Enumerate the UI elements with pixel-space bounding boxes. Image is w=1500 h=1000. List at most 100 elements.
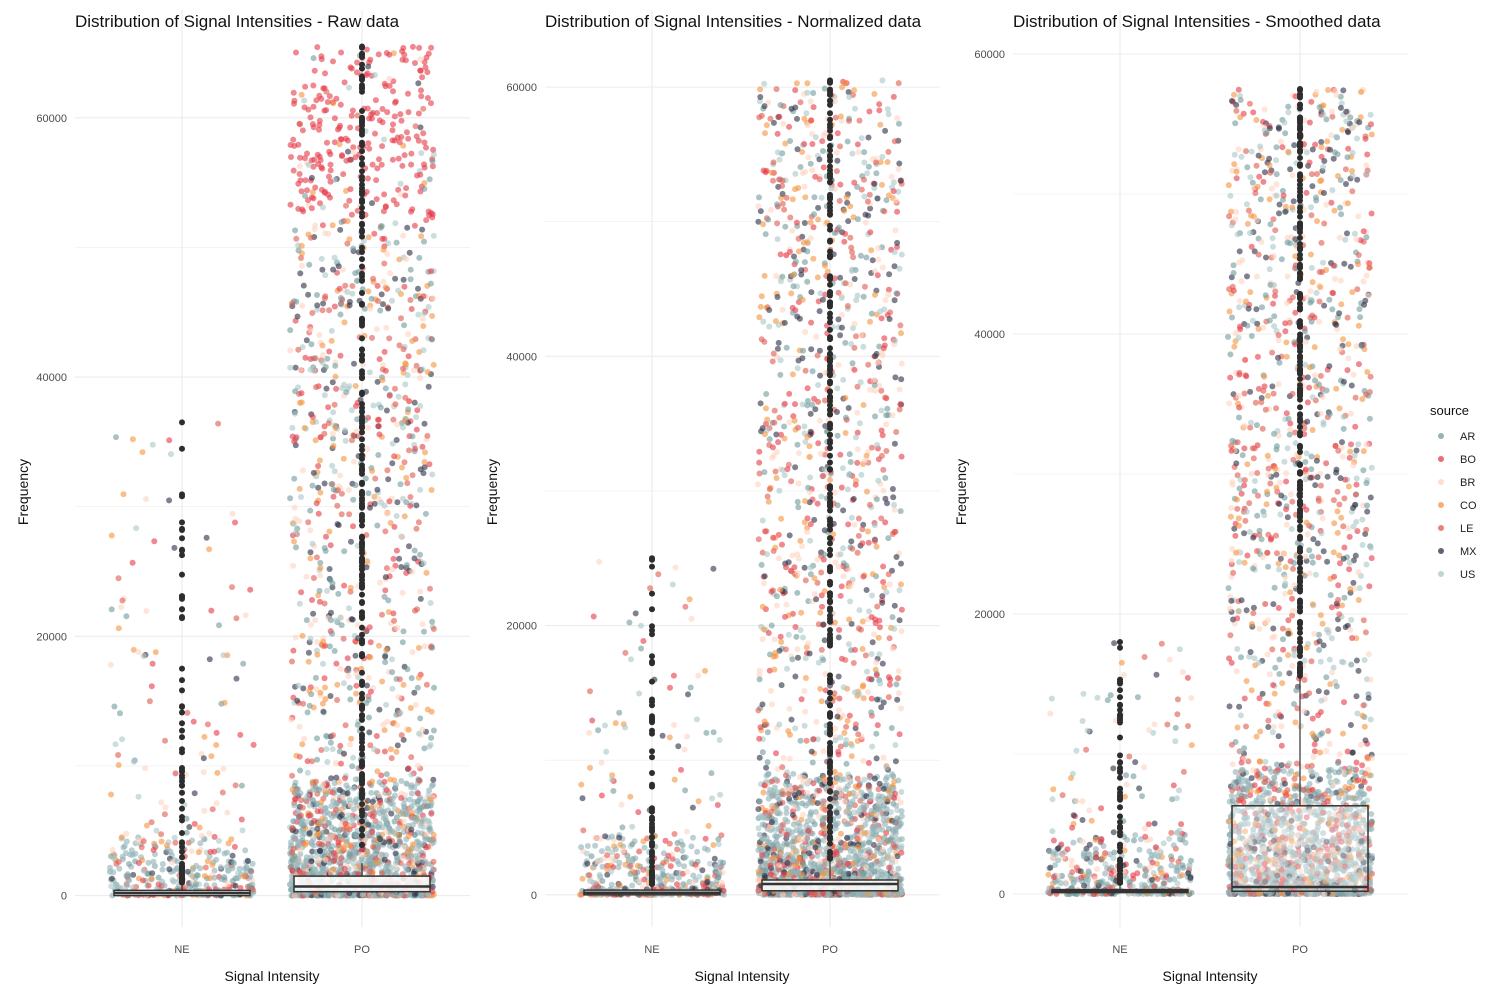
data-point <box>111 703 118 710</box>
data-point <box>352 154 359 161</box>
data-point <box>312 437 319 444</box>
data-point <box>417 375 424 381</box>
data-point <box>321 545 328 551</box>
data-point <box>317 847 324 854</box>
data-point <box>135 837 142 844</box>
data-point <box>115 575 122 582</box>
data-point <box>220 765 227 772</box>
data-point <box>898 789 905 795</box>
outlier-point <box>359 249 365 255</box>
data-point <box>626 857 633 864</box>
outlier-point <box>179 727 185 734</box>
data-point <box>310 575 317 581</box>
data-point <box>367 688 374 695</box>
data-point <box>405 135 412 142</box>
data-point <box>200 769 207 776</box>
data-point <box>640 638 647 644</box>
data-point <box>693 716 700 723</box>
data-point <box>579 875 586 882</box>
data-point <box>400 681 407 688</box>
data-point <box>172 839 179 846</box>
data-point <box>398 795 405 801</box>
data-point <box>384 251 391 257</box>
data-point <box>329 630 336 637</box>
data-point <box>346 197 353 204</box>
data-point <box>126 861 132 867</box>
outlier-point <box>359 256 365 263</box>
data-point <box>295 682 302 689</box>
data-point <box>294 313 301 320</box>
data-point <box>326 93 333 100</box>
data-point <box>421 161 427 168</box>
data-point <box>330 849 337 856</box>
data-point <box>207 848 214 855</box>
data-point <box>297 870 304 877</box>
data-point <box>816 813 823 819</box>
outlier-point <box>179 843 185 850</box>
data-point <box>408 790 415 797</box>
data-point <box>213 856 220 863</box>
data-point <box>675 743 682 750</box>
data-point <box>383 771 390 778</box>
data-point <box>314 639 321 645</box>
data-point <box>349 437 355 444</box>
data-point <box>334 681 341 688</box>
data-point <box>376 792 383 799</box>
data-point <box>346 605 352 612</box>
data-point <box>320 638 327 645</box>
data-point <box>309 540 316 547</box>
data-point <box>148 875 155 882</box>
outlier-point <box>359 204 365 211</box>
outlier-point <box>359 467 365 474</box>
data-point <box>427 600 434 606</box>
data-point <box>308 858 315 865</box>
data-point <box>391 113 398 120</box>
data-point <box>428 487 435 493</box>
data-point <box>616 709 623 716</box>
data-point <box>345 148 351 155</box>
data-point <box>403 562 410 568</box>
data-point <box>819 805 826 812</box>
data-point <box>327 161 334 168</box>
data-point <box>397 180 404 187</box>
data-point <box>396 342 403 349</box>
data-point <box>394 134 401 141</box>
data-point <box>158 831 165 838</box>
data-point <box>393 547 400 554</box>
data-point <box>657 881 664 888</box>
data-point <box>422 449 428 456</box>
data-point <box>298 819 305 826</box>
data-point <box>365 63 372 70</box>
data-point <box>326 173 332 180</box>
data-point <box>367 742 374 749</box>
data-point <box>703 729 710 736</box>
data-point <box>408 754 415 761</box>
data-point <box>324 759 331 765</box>
data-point <box>301 97 308 104</box>
data-point <box>169 877 176 884</box>
data-point <box>790 821 797 828</box>
data-point <box>328 609 334 616</box>
data-point <box>323 533 329 540</box>
data-point <box>353 833 360 840</box>
data-point <box>627 793 634 800</box>
data-point <box>409 649 416 656</box>
data-point <box>404 666 411 673</box>
data-point <box>309 121 316 128</box>
outlier-point <box>179 703 185 710</box>
data-point <box>247 867 254 874</box>
data-point <box>705 822 712 829</box>
data-point <box>421 816 428 823</box>
outlier-point <box>179 789 185 796</box>
data-point <box>343 782 350 789</box>
data-point <box>409 43 416 50</box>
data-point <box>426 176 433 183</box>
data-point <box>373 196 380 203</box>
outlier-point <box>359 199 365 206</box>
data-point <box>875 786 882 793</box>
data-point <box>598 759 605 766</box>
data-point <box>808 859 814 866</box>
data-point <box>415 285 421 292</box>
data-point <box>328 481 335 487</box>
